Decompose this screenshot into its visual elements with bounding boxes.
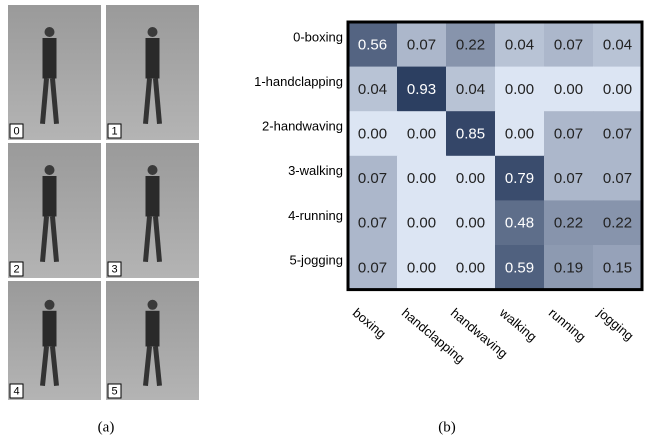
cell-value: 0.00 — [358, 125, 387, 142]
cell-value: 0.07 — [358, 170, 387, 187]
photo-label: 2 — [13, 263, 19, 275]
cell-value: 0.04 — [505, 36, 534, 53]
person-head — [45, 300, 55, 310]
photo-label: 3 — [111, 263, 117, 275]
cell-value: 0.22 — [603, 215, 632, 232]
heatmap: 0-boxing 0.56 0.07 0.22 0.04 0.07 0.04 1-handcl… — [254, 22, 642, 366]
row-label: 1-handclapping — [254, 74, 343, 89]
cell-value: 0.00 — [603, 81, 632, 98]
cell-value: 0.85 — [456, 125, 485, 142]
cell-value: 0.04 — [456, 81, 485, 98]
cell-value: 0.00 — [456, 259, 485, 276]
cell-value: 0.00 — [456, 170, 485, 187]
col-label: jogging — [594, 304, 637, 343]
photo-label: 5 — [111, 385, 117, 397]
col-label: running — [546, 305, 589, 344]
cell-value: 0.00 — [554, 81, 583, 98]
cell-value: 0.07 — [407, 36, 436, 53]
cell-value: 0.07 — [603, 125, 632, 142]
cell-value: 0.22 — [456, 36, 485, 53]
cell-value: 0.48 — [505, 215, 534, 232]
col-label: boxing — [350, 305, 389, 341]
cell-value: 0.07 — [554, 36, 583, 53]
cell-value: 0.00 — [407, 259, 436, 276]
row-label: 4-running — [288, 208, 343, 223]
person-body — [146, 311, 160, 347]
person-body — [146, 38, 160, 79]
person-head — [45, 165, 55, 175]
photo-grid: 0 1 2 3 4 5 — [8, 5, 199, 400]
photo-label: 1 — [111, 125, 117, 137]
person-head — [148, 27, 158, 37]
cell-value: 0.59 — [505, 259, 534, 276]
cell-value: 0.22 — [554, 215, 583, 232]
cell-value: 0.00 — [505, 81, 534, 98]
cell-value: 0.93 — [407, 81, 436, 98]
cell-value: 0.04 — [358, 81, 387, 98]
cell-value: 0.04 — [603, 36, 632, 53]
cell-value: 0.07 — [358, 259, 387, 276]
cell-value: 0.07 — [554, 125, 583, 142]
caption-a: (a) — [98, 419, 115, 435]
cell-value: 0.00 — [407, 170, 436, 187]
photo-label: 4 — [13, 385, 19, 397]
person-head — [148, 165, 158, 175]
row-label: 5-jogging — [290, 252, 344, 267]
photo-label: 0 — [13, 125, 19, 137]
caption-b: (b) — [438, 419, 456, 435]
cell-value: 0.00 — [505, 125, 534, 142]
figure: 012345 (a) (b) 0-boxing0.560.070.220.040… — [0, 0, 648, 441]
person-head — [148, 300, 158, 310]
cell-value: 0.00 — [407, 215, 436, 232]
cell-value: 0.07 — [358, 215, 387, 232]
col-label: walking — [496, 304, 540, 344]
cell-value: 0.00 — [407, 125, 436, 142]
cell-value: 0.00 — [456, 215, 485, 232]
row-label: 3-walking — [288, 163, 343, 178]
cell-value: 0.15 — [603, 259, 632, 276]
cell-value: 0.07 — [554, 170, 583, 187]
person-head — [45, 27, 55, 37]
person-body — [146, 176, 160, 217]
cell-value: 0.19 — [554, 259, 583, 276]
row-label: 2-handwaving — [262, 119, 343, 134]
cell-value: 0.56 — [358, 36, 387, 53]
row-label: 0-boxing — [293, 29, 343, 44]
person-body — [43, 176, 57, 217]
person-body — [43, 38, 57, 79]
cell-value: 0.07 — [603, 170, 632, 187]
cell-value: 0.79 — [505, 170, 534, 187]
person-body — [43, 311, 57, 347]
